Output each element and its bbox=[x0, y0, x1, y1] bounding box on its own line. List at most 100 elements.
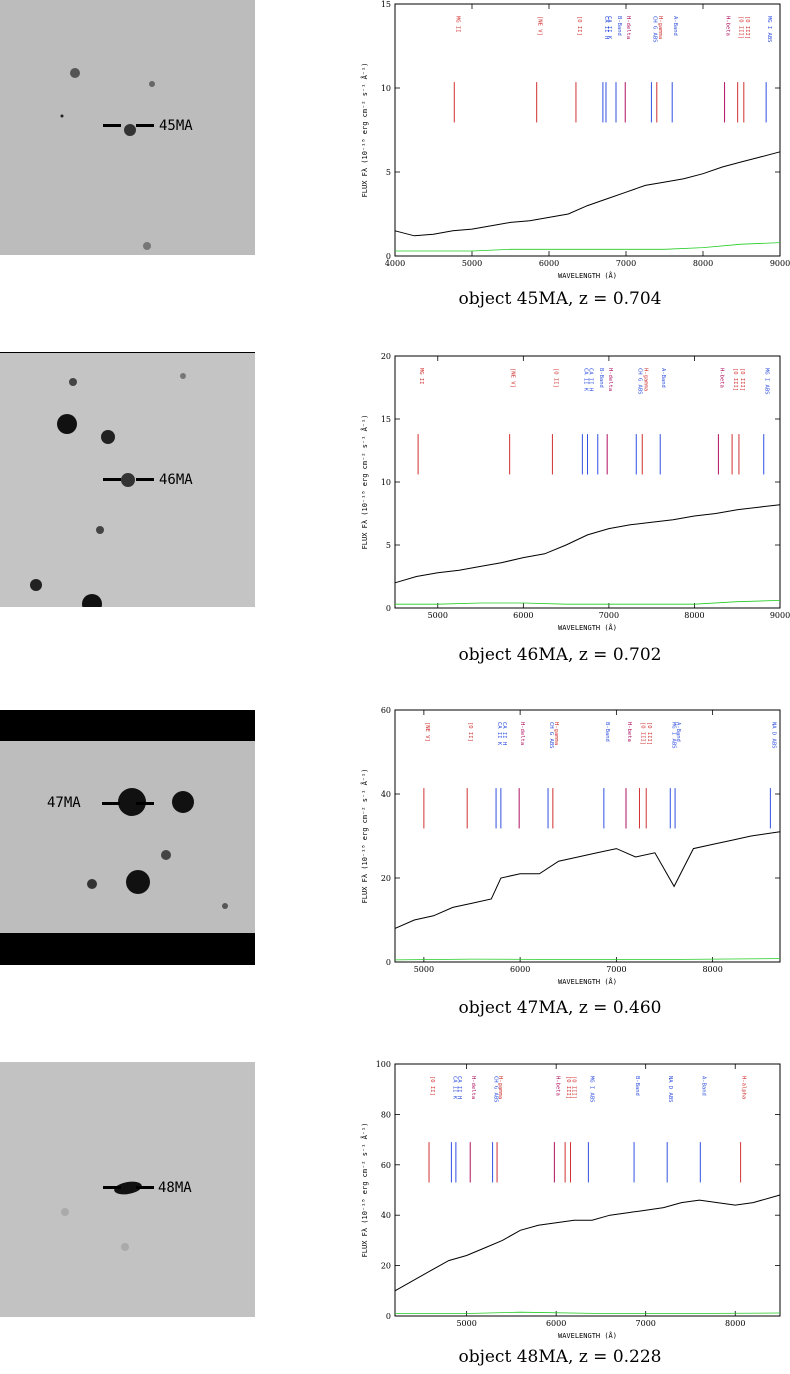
panel-47ma: 47MA 5000 6000 7000 8000 0 20 40 60 WAVELENGTH (… bbox=[0, 706, 790, 1036]
y-axis-label: FLUX Fλ (10⁻¹⁸ erg cm⁻² s⁻¹ Å⁻¹) bbox=[360, 63, 369, 198]
noise-series bbox=[395, 1311, 781, 1314]
spectrum-series bbox=[394, 151, 781, 237]
galaxy-image: 46MA bbox=[0, 352, 255, 607]
x-tick-label: 9000 bbox=[770, 611, 790, 620]
x-tick-label: 5000 bbox=[428, 611, 448, 620]
x-tick-label: 9000 bbox=[770, 259, 790, 268]
line-label: CH G ABS bbox=[548, 722, 554, 749]
y-tick-label: 0 bbox=[386, 1312, 391, 1321]
figure-caption: object 48MA, z = 0.228 bbox=[458, 1347, 662, 1367]
x-tick-label: 5000 bbox=[414, 965, 434, 974]
line-label: CH G ABS bbox=[636, 368, 642, 395]
plot-frame bbox=[394, 1063, 781, 1317]
object-label: 46MA bbox=[159, 472, 193, 488]
line-label: MG II bbox=[418, 368, 424, 385]
plot-frame bbox=[394, 3, 781, 257]
x-axis-label: WAVELENGTH (Å) bbox=[558, 271, 617, 280]
line-label: [NE V] bbox=[537, 16, 543, 36]
image-thumbnail: 46MA bbox=[0, 352, 255, 607]
line-label: CA II H bbox=[456, 1076, 462, 1099]
line-label: MG I ABS bbox=[764, 368, 770, 395]
plot-frame bbox=[394, 709, 781, 963]
line-label: CA II H bbox=[603, 16, 609, 39]
galaxy-image: 47MA bbox=[0, 710, 255, 965]
y-tick-label: 60 bbox=[381, 1161, 391, 1170]
image-thumbnail: 48MA bbox=[0, 1062, 255, 1317]
x-tick-label: 8000 bbox=[702, 965, 722, 974]
line-label: CH G ABS bbox=[493, 1076, 499, 1103]
y-tick-label: 20 bbox=[381, 352, 391, 361]
object-label: 45MA bbox=[159, 118, 193, 134]
line-label: H-gamma bbox=[497, 1076, 503, 1099]
y-tick-label: 0 bbox=[386, 604, 391, 613]
spectrum-plot: 4000 5000 6000 7000 8000 9000 0 5 10 15 WAVELENGTH… bbox=[335, 0, 790, 280]
x-tick-label: 7000 bbox=[606, 965, 626, 974]
spectrum-series bbox=[394, 504, 781, 584]
y-axis-label: FLUX Fλ (10⁻¹⁸ erg cm⁻² s⁻¹ Å⁻¹) bbox=[360, 1123, 369, 1258]
line-label: B-Band bbox=[604, 722, 610, 742]
galaxy-image: 45MA bbox=[0, 0, 255, 255]
figure-caption: object 46MA, z = 0.702 bbox=[458, 645, 662, 665]
plot-frame bbox=[394, 355, 781, 609]
line-label: [O III] bbox=[646, 722, 652, 745]
panel-48ma: 48MA 5000 6000 7000 8000 0 20 40 60 80 100 WAVELEN… bbox=[0, 1060, 790, 1374]
y-tick-label: 15 bbox=[381, 415, 391, 424]
line-label: MG I ABS bbox=[670, 722, 676, 749]
y-tick-label: 0 bbox=[386, 958, 391, 967]
line-label: MG I ABS bbox=[766, 16, 772, 43]
line-label: H-beta bbox=[718, 368, 724, 388]
line-label: A-Band bbox=[675, 722, 681, 742]
x-tick-label: 7000 bbox=[599, 611, 619, 620]
y-tick-label: 20 bbox=[381, 1262, 391, 1271]
line-label: H-beta bbox=[626, 722, 632, 742]
line-label: A-Band bbox=[672, 16, 678, 36]
y-tick-label: 5 bbox=[386, 541, 391, 550]
y-tick-label: 10 bbox=[381, 84, 391, 93]
line-label: CA II K bbox=[451, 1076, 457, 1100]
line-label: [O II] bbox=[576, 16, 582, 36]
line-label: CH G ABS bbox=[651, 16, 657, 43]
x-tick-label: 8000 bbox=[725, 1319, 745, 1328]
line-label: [O III] bbox=[739, 368, 745, 391]
line-label: NA D ABS bbox=[770, 722, 776, 749]
y-tick-label: 60 bbox=[381, 706, 391, 715]
line-label: B-Band bbox=[634, 1076, 640, 1096]
y-tick-label: 10 bbox=[381, 478, 391, 487]
line-label: CA II K bbox=[496, 722, 502, 746]
y-tick-label: 15 bbox=[381, 0, 391, 9]
line-label: H-alpha bbox=[741, 1076, 747, 1099]
spectrum-chart: 5000 6000 7000 8000 0 20 40 60 80 100 WAVELENGTH (… bbox=[360, 1060, 781, 1340]
spectrum-series bbox=[394, 1194, 781, 1292]
spectrum-chart: 5000 6000 7000 8000 0 20 40 60 WAVELENGTH (Å) FLU… bbox=[360, 706, 781, 986]
line-label: H-gamma bbox=[642, 368, 648, 391]
line-label: H-gamma bbox=[657, 16, 663, 39]
noise-series bbox=[394, 958, 781, 961]
spectrum-series bbox=[394, 831, 781, 929]
line-label: A-Band bbox=[700, 1076, 706, 1096]
spectrum-chart: 5000 6000 7000 8000 9000 0 5 10 15 20 WAVELENGTH (… bbox=[360, 352, 790, 632]
x-tick-label: 6000 bbox=[546, 1319, 566, 1328]
line-label: [O III] bbox=[744, 16, 750, 39]
x-tick-label: 4000 bbox=[385, 259, 405, 268]
x-tick-label: 5000 bbox=[456, 1319, 476, 1328]
figure-caption: object 47MA, z = 0.460 bbox=[458, 998, 662, 1018]
object-label: 48MA bbox=[158, 1180, 192, 1196]
line-label: [O II] bbox=[467, 722, 473, 742]
line-label: CA II H bbox=[588, 368, 594, 391]
line-label: B-Band bbox=[598, 368, 604, 388]
line-label: CA II H bbox=[501, 722, 507, 745]
y-tick-label: 40 bbox=[381, 1211, 391, 1220]
line-label: H-delta bbox=[625, 16, 631, 39]
panel-45ma: 45MA 4000 5000 6000 7000 8000 9000 0 5 10 15 WAVEL… bbox=[0, 0, 790, 330]
line-label: [O III] bbox=[738, 16, 744, 39]
line-label: [O III] bbox=[565, 1076, 571, 1099]
x-tick-label: 5000 bbox=[462, 259, 482, 268]
line-label: A-Band bbox=[660, 368, 666, 388]
line-label: [NE V] bbox=[510, 368, 516, 388]
x-tick-label: 7000 bbox=[616, 259, 636, 268]
line-label: MG I ABS bbox=[588, 1076, 594, 1103]
y-axis-label: FLUX Fλ (10⁻¹⁸ erg cm⁻² s⁻¹ Å⁻¹) bbox=[360, 415, 369, 550]
x-axis-label: WAVELENGTH (Å) bbox=[558, 1331, 617, 1340]
y-tick-label: 0 bbox=[386, 252, 391, 261]
line-label: [O III] bbox=[570, 1076, 576, 1099]
